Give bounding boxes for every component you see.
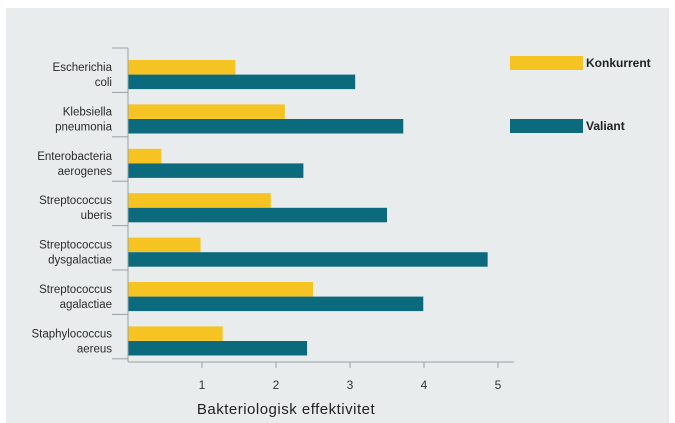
- category-label-line: uberis: [81, 210, 113, 222]
- x-tick-label: 2: [273, 378, 280, 392]
- category-label: Escherichia coli: [53, 62, 113, 89]
- legend: Konkurrent Valiant: [510, 56, 651, 133]
- bar-konkurrent-5: [128, 237, 201, 253]
- bar-valiant-3: [128, 163, 304, 178]
- category-label: Streptococcus dysgalactiae: [39, 240, 112, 267]
- bar-valiant-5: [128, 252, 488, 267]
- bar-valiant-6: [128, 296, 424, 312]
- x-tick-label: 4: [421, 378, 428, 392]
- bar-konkurrent-4: [128, 193, 271, 208]
- category-label: Staphylococcus aereus: [31, 328, 112, 355]
- x-tick-label: 5: [495, 378, 502, 392]
- bar-konkurrent-3: [128, 148, 162, 164]
- category-label-line: Staphylococcus: [31, 328, 112, 340]
- legend-label-konkurrent: Konkurrent: [586, 56, 651, 70]
- category-label-line: pneumonia: [55, 121, 113, 133]
- category-label-line: aereus: [77, 343, 112, 355]
- category-label-line: agalactiae: [60, 299, 112, 311]
- bar-valiant-4: [128, 207, 387, 223]
- x-ticks: 1 2 3 4 5: [199, 362, 502, 392]
- category-label: Streptococcus agalactiae: [39, 284, 112, 311]
- x-tick-label: 1: [199, 378, 206, 392]
- bar-valiant-1: [128, 74, 356, 90]
- category-label-line: coli: [95, 77, 112, 89]
- legend-label-valiant: Valiant: [586, 119, 625, 133]
- bar-konkurrent-2: [128, 104, 285, 119]
- bar-konkurrent-6: [128, 282, 313, 297]
- category-label: Enterobacteria aerogenes: [37, 151, 112, 178]
- category-label-line: Escherichia: [53, 62, 113, 74]
- legend-swatch-konkurrent: [510, 56, 583, 70]
- category-label: Klebsiella pneumonia: [55, 106, 113, 133]
- category-label-line: Klebsiella: [63, 106, 113, 118]
- legend-swatch-valiant: [510, 119, 583, 133]
- category-label-line: dysgalactiae: [48, 255, 112, 267]
- bar-valiant-7: [128, 341, 308, 356]
- bar-konkurrent-1: [128, 60, 236, 75]
- axes: 1 2 3 4 5: [112, 47, 514, 392]
- category-label: Streptococcus uberis: [39, 195, 112, 222]
- y-ticks: [112, 47, 128, 360]
- bar-valiant-2: [128, 119, 404, 134]
- category-label-line: Streptococcus: [39, 195, 112, 207]
- category-label-line: Enterobacteria: [37, 151, 112, 163]
- category-label-line: Streptococcus: [39, 240, 112, 252]
- bars: [128, 60, 488, 356]
- x-tick-label: 3: [347, 378, 354, 392]
- bar-konkurrent-7: [128, 326, 223, 341]
- category-label-line: aerogenes: [58, 166, 113, 178]
- category-label-line: Streptococcus: [39, 284, 112, 296]
- category-labels: Escherichia coli Klebsiella pneumonia Entero…: [31, 62, 112, 355]
- x-axis-label: Bakteriologisk effektivitet: [197, 401, 376, 418]
